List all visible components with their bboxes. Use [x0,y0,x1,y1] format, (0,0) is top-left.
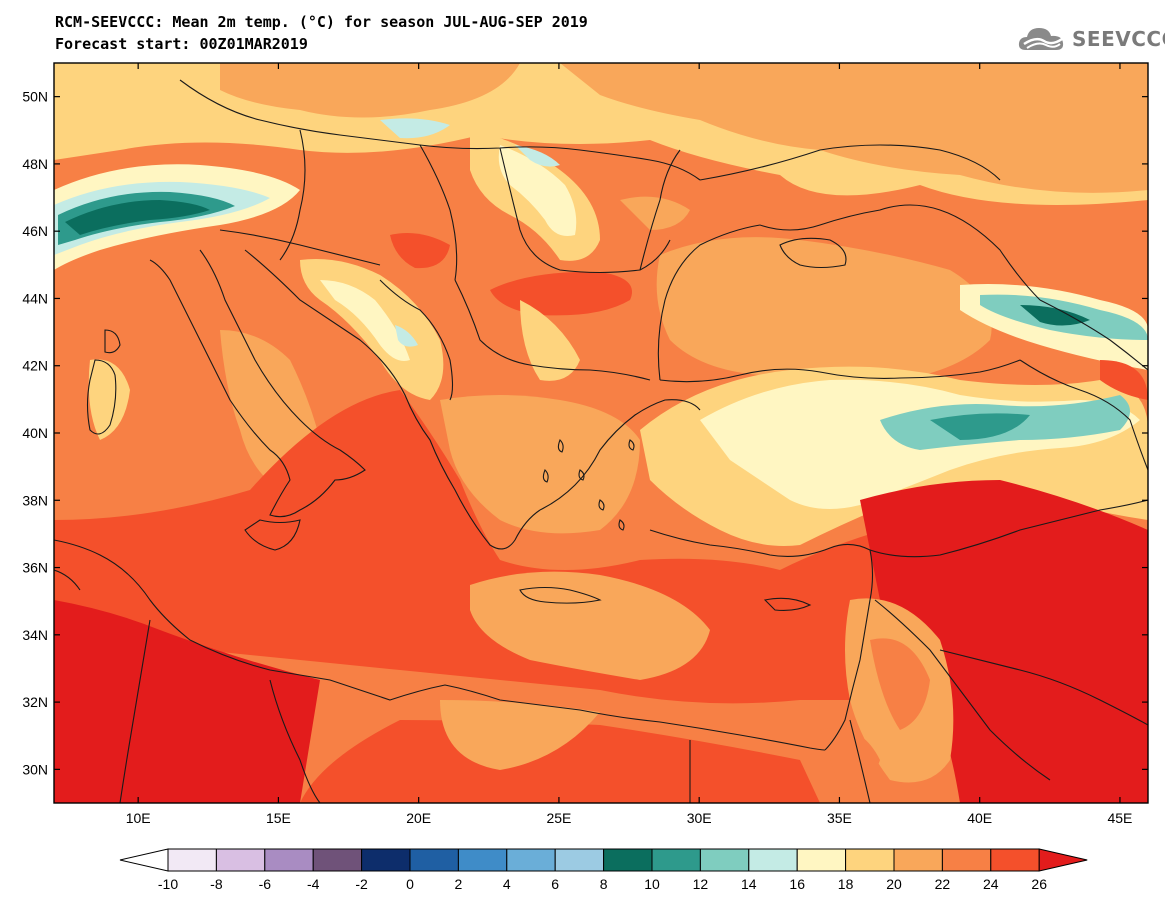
coastlines-borders [54,79,1148,803]
colorbar-swatch [361,848,411,872]
latitude-ticks: 50N 48N 46N 44N 42N 40N 38N 36N 34N 32N 30N [22,89,1148,777]
colorbar-label: 0 [406,876,414,892]
lon-tick-label: 25E [546,810,571,826]
forecast-start-label: Forecast start: 00Z01MAR2019 [55,35,308,53]
colorbar-label: 16 [789,876,805,892]
lat-tick-label: 48N [22,156,48,172]
colorbar-label: -2 [355,876,368,892]
colorbar-swatch [554,848,605,872]
lon-tick-label: 35E [827,810,852,826]
cloud-icon [1018,28,1064,50]
colorbar-swatch [506,848,556,872]
lat-tick-label: 34N [22,627,48,643]
colorbar-swatch [457,848,508,872]
colorbar-swatch [409,848,459,872]
lon-tick-label: 15E [266,810,291,826]
colorbar-swatch [845,848,895,872]
colorbar-label: -8 [210,876,223,892]
lat-tick-label: 36N [22,560,48,576]
colorbar-swatch [893,848,943,872]
colorbar-swatch [167,848,217,872]
colorbar-label: 22 [935,876,951,892]
longitude-ticks: 10E 15E 20E 25E 30E 35E 40E 45E [126,63,1132,826]
seevccc-logo: SEEVCCC [1016,22,1165,56]
colorbar-swatch [699,848,750,872]
lat-tick-label: 32N [22,694,48,710]
colorbar-label: -10 [158,876,178,892]
colorbar-label: 8 [600,876,608,892]
colorbar-swatch [941,848,992,872]
lat-tick-label: 44N [22,290,48,306]
colorbar-label: -6 [259,876,272,892]
colorbar-label: 6 [551,876,559,892]
colorbar: -10 -8 -6 -4 -2 0 2 4 6 8 10 12 14 16 18 20 22 24 26 [119,848,1088,892]
colorbar-swatch [748,848,798,872]
colorbar-over-triangle [1038,848,1088,872]
colorbar-label: 20 [886,876,902,892]
colorbar-label: 10 [644,876,660,892]
lon-tick-label: 45E [1107,810,1132,826]
colorbar-swatch [264,848,314,872]
colorbar-swatch [990,848,1040,872]
colorbar-label: 24 [983,876,999,892]
colorbar-swatch [603,848,653,872]
colorbar-swatch [651,848,701,872]
colorbar-label: -4 [307,876,320,892]
lon-tick-label: 20E [406,810,431,826]
colorbar-label: 18 [838,876,854,892]
logo-text: SEEVCCC [1072,27,1165,51]
colorbar-label: 4 [503,876,511,892]
lat-tick-label: 42N [22,358,48,374]
lat-tick-label: 46N [22,223,48,239]
colorbar-swatch [796,848,847,872]
colorbar-label: 14 [741,876,757,892]
temperature-field [54,63,1148,803]
lat-tick-label: 30N [22,761,48,777]
colorbar-swatch [312,848,363,872]
lat-tick-label: 40N [22,425,48,441]
map-title: RCM-SEEVCCC: Mean 2m temp. (°C) for seas… [55,13,588,31]
colorbar-label: 12 [693,876,709,892]
colorbar-swatch [215,848,266,872]
colorbar-label: 2 [455,876,463,892]
lon-tick-label: 10E [126,810,151,826]
colorbar-label: 26 [1031,876,1047,892]
colorbar-under-triangle [119,848,169,872]
lon-tick-label: 40E [967,810,992,826]
lat-tick-label: 50N [22,89,48,105]
lon-tick-label: 30E [687,810,712,826]
lat-tick-label: 38N [22,492,48,508]
